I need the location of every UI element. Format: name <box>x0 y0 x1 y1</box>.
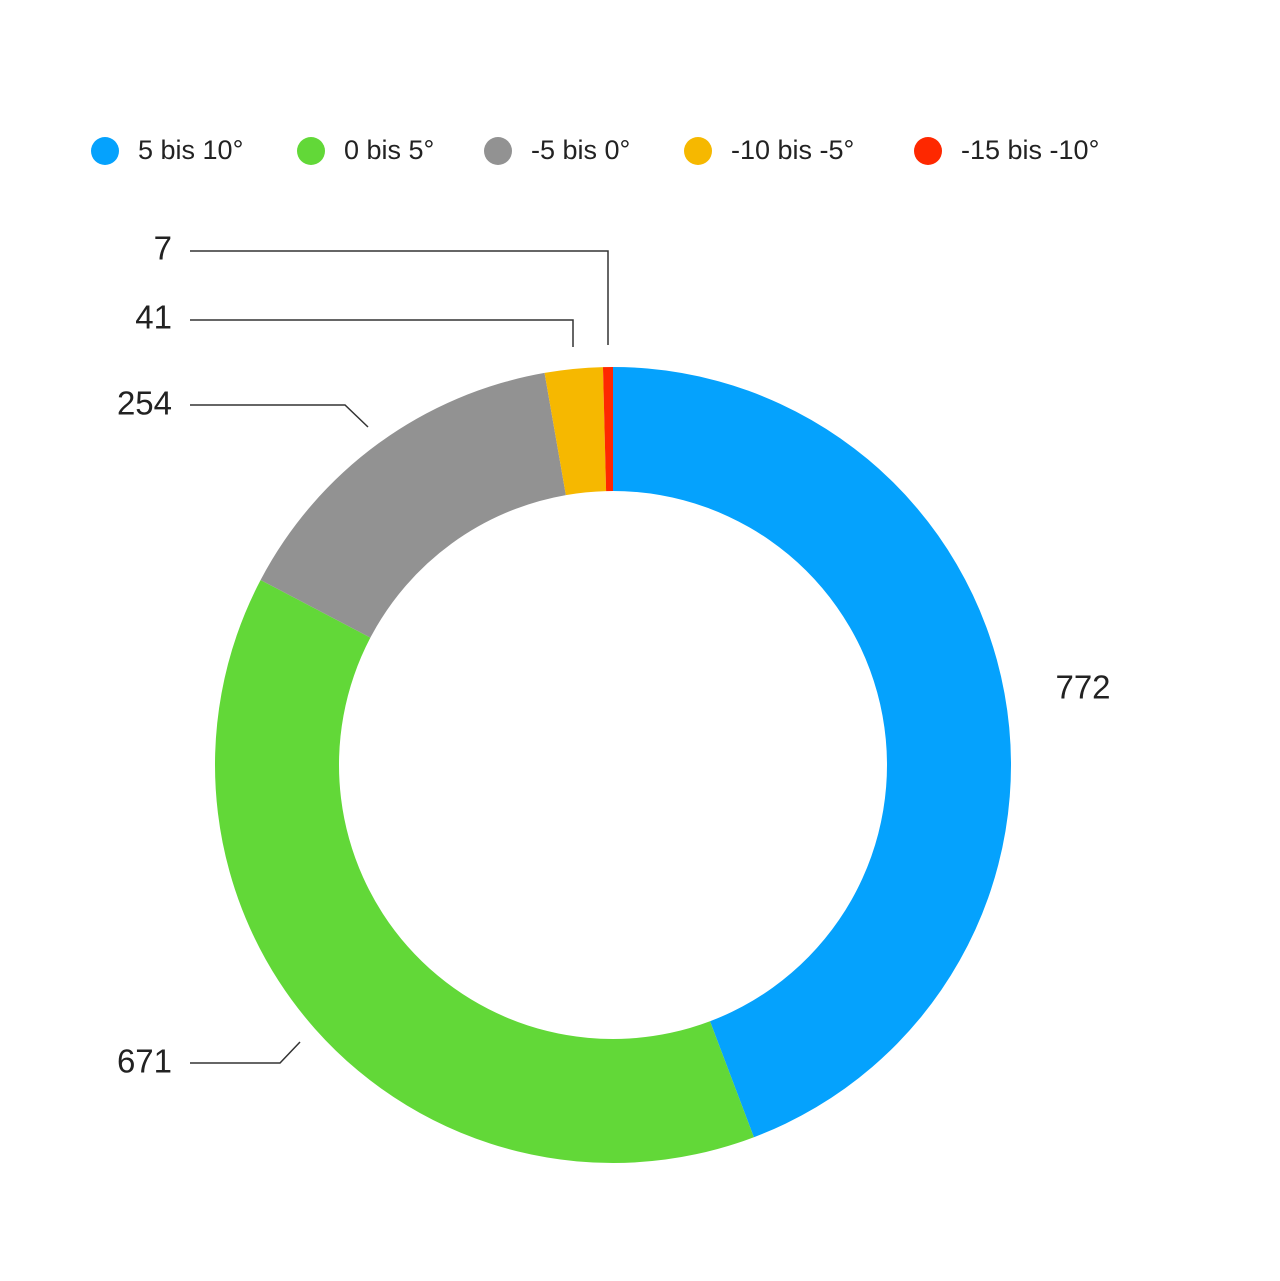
leader-line <box>190 404 369 428</box>
legend-label: 5 bis 10° <box>138 135 243 165</box>
leader-line <box>190 319 574 347</box>
legend-swatch <box>91 137 119 165</box>
slice <box>214 580 754 1163</box>
data-label: 7 <box>154 230 172 267</box>
slice <box>613 367 1012 1138</box>
legend-swatch <box>684 137 712 165</box>
leader-line <box>190 1041 301 1064</box>
legend-swatch <box>484 137 512 165</box>
legend-swatch <box>297 137 325 165</box>
leader-line <box>190 250 609 345</box>
legend-label: -15 bis -10° <box>961 135 1099 165</box>
data-label: 41 <box>135 299 172 336</box>
slice <box>544 367 607 496</box>
slice <box>602 367 613 492</box>
legend-label: -5 bis 0° <box>531 135 630 165</box>
legend: 5 bis 10° 0 bis 5° -5 bis 0° -10 bis -5° -15… <box>91 135 1099 165</box>
legend-swatch <box>914 137 942 165</box>
data-label: 772 <box>1055 669 1110 706</box>
data-label: 671 <box>117 1043 172 1080</box>
data-label: 254 <box>117 385 172 422</box>
legend-label: -10 bis -5° <box>731 135 854 165</box>
data-labels: 772 671 254 41 7 <box>117 230 1111 1080</box>
legend-label: 0 bis 5° <box>344 135 434 165</box>
slice <box>260 372 566 638</box>
donut <box>214 367 1012 1163</box>
